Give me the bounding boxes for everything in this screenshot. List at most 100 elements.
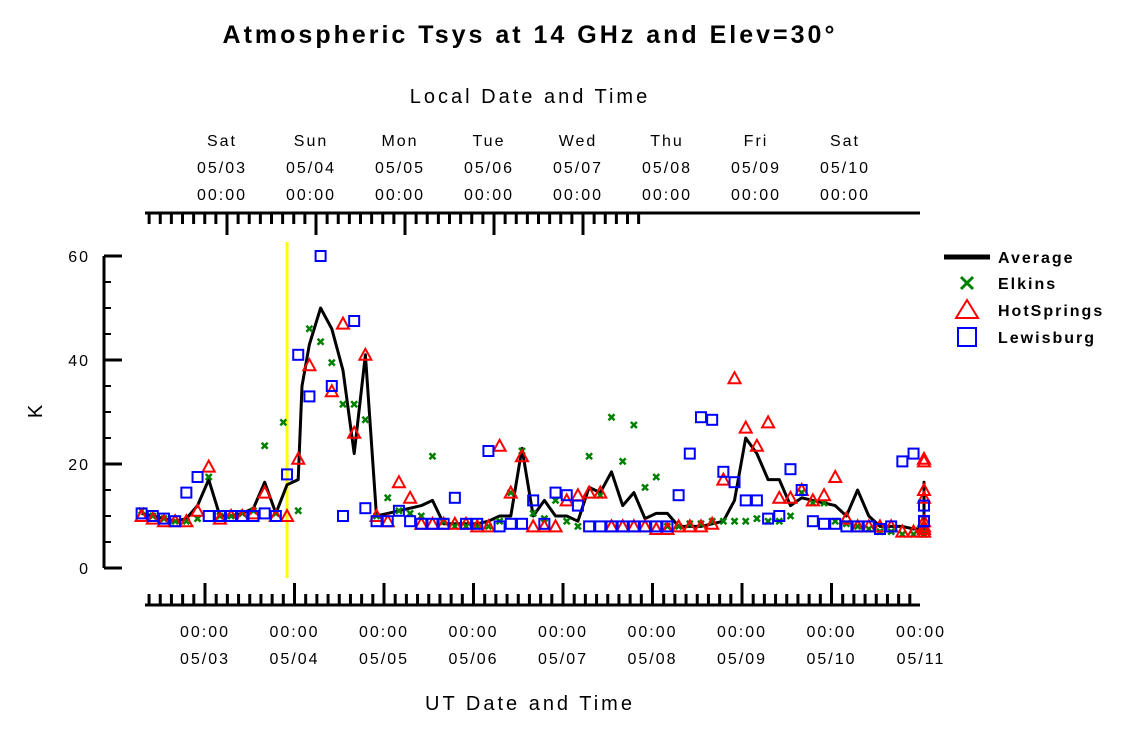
bottom-tick-date: 05/07 — [538, 651, 588, 668]
lewisburg-point — [204, 511, 214, 521]
lewisburg-point — [450, 493, 460, 503]
top-tick-time: 00:00 — [375, 187, 425, 204]
elkins-point — [429, 453, 435, 459]
hotsprings-point — [829, 471, 841, 482]
bottom-tick-date: 05/04 — [269, 651, 319, 668]
lewisburg-point — [260, 508, 270, 518]
top-tick-day: Sat — [207, 133, 237, 150]
top-tick-day: Sun — [294, 133, 328, 150]
lewisburg-point — [897, 456, 907, 466]
bottom-tick-time: 00:00 — [896, 624, 946, 641]
bottom-tick-time: 00:00 — [627, 624, 677, 641]
lewisburg-point — [517, 519, 527, 529]
lewisburg-point — [909, 449, 919, 459]
top-tick-date: 05/10 — [820, 160, 870, 177]
axes — [104, 213, 920, 605]
legend-label: Elkins — [998, 276, 1057, 293]
bottom-tick-date: 05/08 — [627, 651, 677, 668]
top-tick-day: Mon — [381, 133, 418, 150]
elkins-point — [351, 401, 357, 407]
top-tick-time: 00:00 — [553, 187, 603, 204]
elkins-point — [575, 523, 581, 529]
plot-area — [136, 251, 930, 537]
lewisburg-point — [316, 251, 326, 261]
lewisburg-point — [304, 391, 314, 401]
top-axis-title: Local Date and Time — [410, 86, 650, 108]
bottom-tick-date: 05/03 — [180, 651, 230, 668]
lewisburg-point — [584, 521, 594, 531]
elkins-point — [653, 474, 659, 480]
elkins-point — [318, 339, 324, 345]
elkins-point — [340, 401, 346, 407]
top-tick-time: 00:00 — [286, 187, 336, 204]
lewisburg-point — [181, 488, 191, 498]
lewisburg-point — [685, 449, 695, 459]
top-tick-day: Thu — [650, 133, 684, 150]
y-axis-title: K — [25, 402, 47, 418]
elkins-point — [631, 422, 637, 428]
top-tick-day: Fri — [744, 133, 769, 150]
lewisburg-point — [338, 511, 348, 521]
lewisburg-point — [595, 521, 605, 531]
y-tick-label: 0 — [79, 561, 90, 578]
lewisburg-point — [808, 516, 818, 526]
hotsprings-point — [203, 461, 215, 472]
top-tick-date: 05/04 — [286, 160, 336, 177]
hotsprings-point — [729, 372, 741, 383]
elkins-point — [564, 518, 570, 524]
hotsprings-point — [527, 520, 539, 531]
lewisburg-point — [551, 488, 561, 498]
bottom-tick-date: 05/06 — [448, 651, 498, 668]
elkins-point — [385, 495, 391, 501]
bottom-tick-time: 00:00 — [269, 624, 319, 641]
bottom-tick-date: 05/10 — [806, 651, 856, 668]
elkins-point — [586, 453, 592, 459]
bottom-tick-time: 00:00 — [806, 624, 856, 641]
legend-label: Average — [998, 250, 1075, 267]
bottom-tick-time: 00:00 — [717, 624, 767, 641]
elkins-point — [608, 414, 614, 420]
legend-label: HotSprings — [998, 303, 1104, 320]
hotsprings-point — [773, 492, 785, 503]
bottom-tick-time: 00:00 — [538, 624, 588, 641]
elkins-point — [262, 443, 268, 449]
bottom-tick-time: 00:00 — [180, 624, 230, 641]
hotsprings-point — [393, 476, 405, 487]
lewisburg-point — [696, 412, 706, 422]
top-tick-date: 05/07 — [553, 160, 603, 177]
lewisburg-point — [707, 415, 717, 425]
lewisburg-point — [360, 503, 370, 513]
lewisburg-point — [483, 446, 493, 456]
hotsprings-point — [762, 416, 774, 427]
hotsprings-point — [818, 489, 830, 500]
hotsprings-point — [550, 520, 562, 531]
elkins-point — [306, 326, 312, 332]
elkins-point — [295, 508, 301, 514]
elkins-point — [732, 518, 738, 524]
tsys-chart: Atmospheric Tsys at 14 GHz and Elev=30° … — [0, 0, 1125, 731]
y-tick-label: 60 — [68, 249, 90, 266]
elkins-point — [743, 518, 749, 524]
lewisburg-point — [506, 519, 516, 529]
top-tick-labels: Sat 05/03 00:00 Sun 05/04 00:00 Mon 05/05 00:00 T… — [197, 133, 870, 204]
lewisburg-point — [674, 490, 684, 500]
lewisburg-point — [819, 519, 829, 529]
elkins-point — [787, 513, 793, 519]
top-tick-time: 00:00 — [197, 187, 247, 204]
y-tick-labels: 0204060 — [68, 249, 90, 578]
bottom-tick-time: 00:00 — [448, 624, 498, 641]
bottom-axis-title: UT Date and Time — [425, 693, 635, 715]
legend: Average Elkins HotSprings Lewisburg — [944, 250, 1104, 347]
elkins-point — [620, 458, 626, 464]
lewisburg-point — [752, 495, 762, 505]
hotsprings-point — [740, 422, 752, 433]
bottom-tick-labels: 00:0005/0300:0005/0400:0005/0500:0005/06… — [180, 624, 946, 668]
bottom-tick-date: 05/09 — [717, 651, 767, 668]
y-tick-label: 20 — [68, 457, 90, 474]
chart-title: Atmospheric Tsys at 14 GHz and Elev=30° — [223, 21, 838, 49]
elkins-point — [754, 516, 760, 522]
elkins-point — [329, 360, 335, 366]
lewisburg-point — [785, 464, 795, 474]
top-tick-time: 00:00 — [820, 187, 870, 204]
legend-hotsprings-swatch — [956, 300, 978, 318]
